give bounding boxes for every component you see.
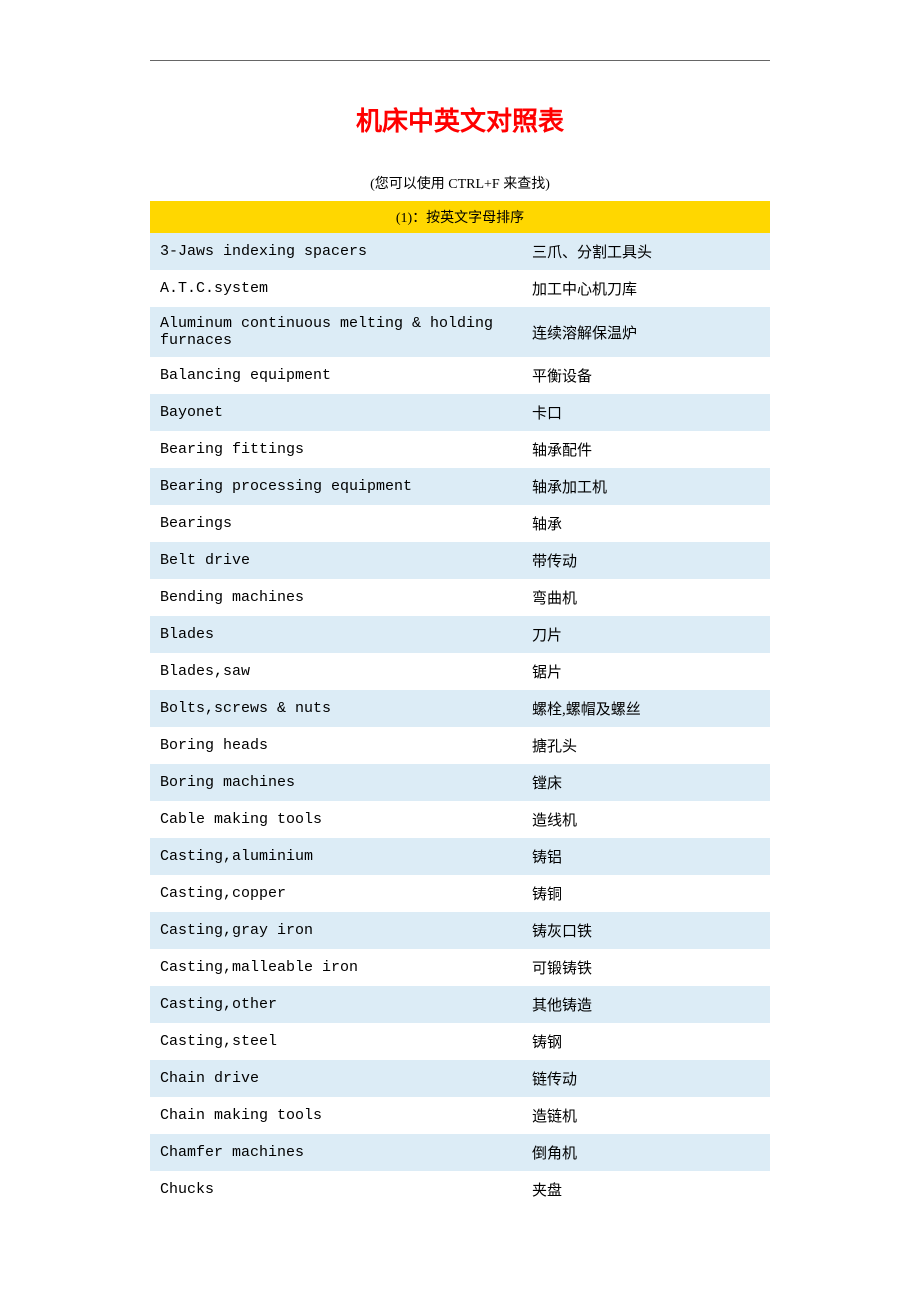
table-row: 3-Jaws indexing spacers三爪、分割工具头 xyxy=(150,233,770,270)
english-term: Blades xyxy=(150,616,522,653)
table-row: Blades刀片 xyxy=(150,616,770,653)
chinese-term: 链传动 xyxy=(522,1060,770,1097)
chinese-term: 铸铜 xyxy=(522,875,770,912)
english-term: Casting,copper xyxy=(150,875,522,912)
table-row: Chamfer machines倒角机 xyxy=(150,1134,770,1171)
table-row: Chain drive链传动 xyxy=(150,1060,770,1097)
table-row: Boring heads搪孔头 xyxy=(150,727,770,764)
chinese-term: 带传动 xyxy=(522,542,770,579)
page-title: 机床中英文对照表 xyxy=(150,101,770,138)
table-row: Casting,copper铸铜 xyxy=(150,875,770,912)
table-header-row: (1)：按英文字母排序 xyxy=(150,201,770,233)
table-row: Boring machines镗床 xyxy=(150,764,770,801)
english-term: Bending machines xyxy=(150,579,522,616)
table-row: A.T.C.system加工中心机刀库 xyxy=(150,270,770,307)
english-term: Boring machines xyxy=(150,764,522,801)
chinese-term: 卡口 xyxy=(522,394,770,431)
english-term: Chain making tools xyxy=(150,1097,522,1134)
table-row: Belt drive带传动 xyxy=(150,542,770,579)
table-row: Bayonet卡口 xyxy=(150,394,770,431)
chinese-term: 搪孔头 xyxy=(522,727,770,764)
table-row: Aluminum continuous melting & holding fu… xyxy=(150,307,770,357)
chinese-term: 轴承加工机 xyxy=(522,468,770,505)
table-row: Casting,steel铸钢 xyxy=(150,1023,770,1060)
chinese-term: 镗床 xyxy=(522,764,770,801)
chinese-term: 加工中心机刀库 xyxy=(522,270,770,307)
english-term: Bolts,screws & nuts xyxy=(150,690,522,727)
glossary-table: (1)：按英文字母排序 3-Jaws indexing spacers三爪、分割… xyxy=(150,201,770,1208)
chinese-term: 轴承配件 xyxy=(522,431,770,468)
table-row: Casting,gray iron铸灰口铁 xyxy=(150,912,770,949)
chinese-term: 锯片 xyxy=(522,653,770,690)
table-header-cell: (1)：按英文字母排序 xyxy=(150,201,770,233)
chinese-term: 铸钢 xyxy=(522,1023,770,1060)
english-term: Balancing equipment xyxy=(150,357,522,394)
subtitle: (您可以使用 CTRL+F 来查找) xyxy=(150,173,770,193)
table-row: Casting,other其他铸造 xyxy=(150,986,770,1023)
chinese-term: 造链机 xyxy=(522,1097,770,1134)
chinese-term: 倒角机 xyxy=(522,1134,770,1171)
english-term: Boring heads xyxy=(150,727,522,764)
english-term: Bearings xyxy=(150,505,522,542)
english-term: Casting,other xyxy=(150,986,522,1023)
english-term: A.T.C.system xyxy=(150,270,522,307)
english-term: Casting,steel xyxy=(150,1023,522,1060)
chinese-term: 其他铸造 xyxy=(522,986,770,1023)
chinese-term: 平衡设备 xyxy=(522,357,770,394)
chinese-term: 三爪、分割工具头 xyxy=(522,233,770,270)
table-row: Chain making tools造链机 xyxy=(150,1097,770,1134)
page-container: 机床中英文对照表 (您可以使用 CTRL+F 来查找) (1)：按英文字母排序 … xyxy=(150,60,770,1208)
table-row: Balancing equipment平衡设备 xyxy=(150,357,770,394)
english-term: Cable making tools xyxy=(150,801,522,838)
table-row: Bolts,screws & nuts螺栓,螺帽及螺丝 xyxy=(150,690,770,727)
english-term: Bearing fittings xyxy=(150,431,522,468)
english-term: Chucks xyxy=(150,1171,522,1208)
table-row: Bearing processing equipment轴承加工机 xyxy=(150,468,770,505)
table-row: Bending machines弯曲机 xyxy=(150,579,770,616)
english-term: Belt drive xyxy=(150,542,522,579)
english-term: Casting,malleable iron xyxy=(150,949,522,986)
chinese-term: 连续溶解保温炉 xyxy=(522,307,770,357)
table-row: Blades,saw锯片 xyxy=(150,653,770,690)
chinese-term: 夹盘 xyxy=(522,1171,770,1208)
table-row: Chucks夹盘 xyxy=(150,1171,770,1208)
english-term: Bayonet xyxy=(150,394,522,431)
chinese-term: 弯曲机 xyxy=(522,579,770,616)
english-term: Bearing processing equipment xyxy=(150,468,522,505)
english-term: Casting,gray iron xyxy=(150,912,522,949)
chinese-term: 轴承 xyxy=(522,505,770,542)
english-term: 3-Jaws indexing spacers xyxy=(150,233,522,270)
table-row: Cable making tools造线机 xyxy=(150,801,770,838)
chinese-term: 螺栓,螺帽及螺丝 xyxy=(522,690,770,727)
chinese-term: 铸铝 xyxy=(522,838,770,875)
english-term: Aluminum continuous melting & holding fu… xyxy=(150,307,522,357)
english-term: Chain drive xyxy=(150,1060,522,1097)
chinese-term: 可锻铸铁 xyxy=(522,949,770,986)
table-row: Casting,aluminium铸铝 xyxy=(150,838,770,875)
english-term: Blades,saw xyxy=(150,653,522,690)
table-row: Casting,malleable iron可锻铸铁 xyxy=(150,949,770,986)
chinese-term: 造线机 xyxy=(522,801,770,838)
english-term: Casting,aluminium xyxy=(150,838,522,875)
table-row: Bearings轴承 xyxy=(150,505,770,542)
horizontal-rule xyxy=(150,60,770,61)
english-term: Chamfer machines xyxy=(150,1134,522,1171)
chinese-term: 刀片 xyxy=(522,616,770,653)
chinese-term: 铸灰口铁 xyxy=(522,912,770,949)
table-row: Bearing fittings轴承配件 xyxy=(150,431,770,468)
